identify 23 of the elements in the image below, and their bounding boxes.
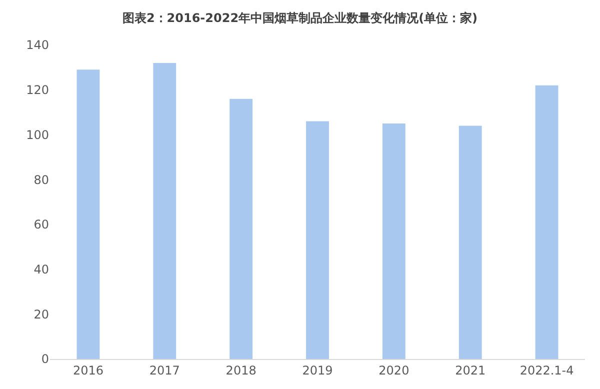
x-tick-label: 2017 <box>149 363 180 378</box>
y-tick-label: 60 <box>34 218 49 232</box>
x-tick-label: 2019 <box>302 363 333 378</box>
x-tick-label: 2021 <box>455 363 486 378</box>
y-tick-label: 40 <box>34 262 49 276</box>
bar <box>458 126 482 359</box>
x-tick-label: 2016 <box>72 363 104 378</box>
bar <box>153 62 176 359</box>
y-tick-label: 100 <box>26 128 49 142</box>
bar <box>230 98 253 359</box>
y-tick-label: 0 <box>41 352 49 366</box>
chart-title: 图表2：2016-2022年中国烟草制品企业数量变化情况(单位：家) <box>122 11 478 26</box>
bar <box>382 124 406 359</box>
y-tick-label: 120 <box>26 83 49 98</box>
x-tick-label: 2020 <box>378 363 410 378</box>
y-tick-label: 140 <box>26 38 49 52</box>
bar <box>76 70 100 359</box>
y-tick-label: 80 <box>34 172 49 187</box>
bar <box>535 85 558 359</box>
x-tick-label: 2018 <box>226 363 256 378</box>
y-tick-label: 20 <box>34 307 49 322</box>
bar <box>306 121 329 359</box>
x-tick-label: 2022.1-4 <box>520 363 574 378</box>
